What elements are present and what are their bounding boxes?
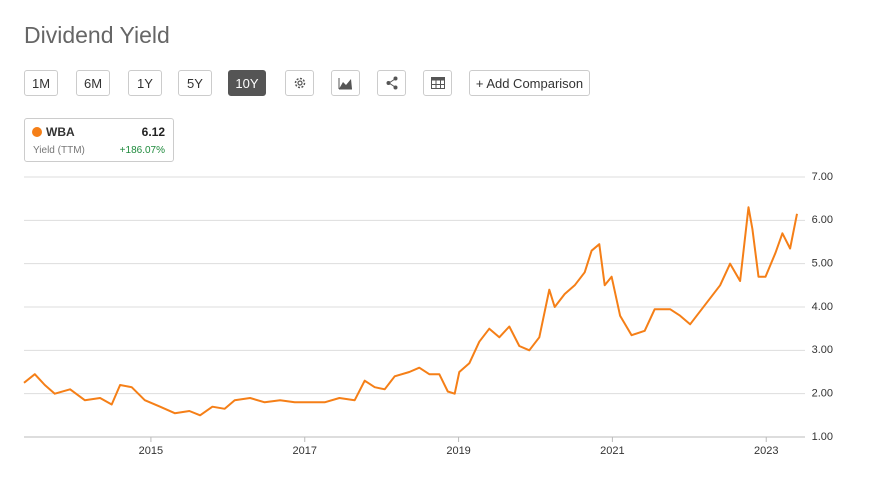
range-button[interactable]: 5Y: [178, 70, 212, 96]
legend: WBA 6.12 Yield (TTM) +186.07%: [24, 118, 174, 162]
chart-icon: [338, 77, 352, 89]
share-icon: [386, 76, 397, 90]
series-line: [23, 206, 798, 417]
table-icon: [430, 77, 445, 89]
y-tick-label: 7.00: [812, 171, 833, 183]
x-tick-label: 2019: [446, 445, 470, 457]
legend-metric: Yield (TTM): [33, 145, 85, 156]
gear-icon: [294, 77, 305, 89]
legend-marker: [32, 127, 42, 137]
add-comparison-button[interactable]: + Add Comparison: [469, 70, 590, 96]
range-button[interactable]: 1Y: [128, 70, 162, 96]
x-tick-label: 2015: [139, 445, 163, 457]
y-tick-label: 2.00: [812, 388, 833, 400]
legend-change: +186.07%: [119, 145, 165, 156]
range-button[interactable]: 1M: [24, 70, 58, 96]
range-button[interactable]: 10Y: [228, 70, 266, 96]
range-button[interactable]: 6M: [76, 70, 110, 96]
chart-type-button[interactable]: [331, 70, 360, 96]
x-tick-label: 2023: [754, 445, 778, 457]
y-tick-label: 4.00: [812, 301, 833, 313]
y-tick-label: 1.00: [812, 431, 833, 443]
share-button[interactable]: [377, 70, 406, 96]
table-button[interactable]: [423, 70, 452, 96]
page-title: Dividend Yield: [24, 22, 170, 48]
y-tick-label: 6.00: [812, 214, 833, 226]
y-tick-label: 3.00: [812, 344, 833, 356]
legend-name: WBA: [46, 125, 75, 139]
settings-button[interactable]: [285, 70, 314, 96]
legend-value: 6.12: [141, 125, 165, 139]
x-tick-label: 2021: [600, 445, 624, 457]
x-tick-label: 2017: [292, 445, 316, 457]
y-tick-label: 5.00: [812, 258, 833, 270]
